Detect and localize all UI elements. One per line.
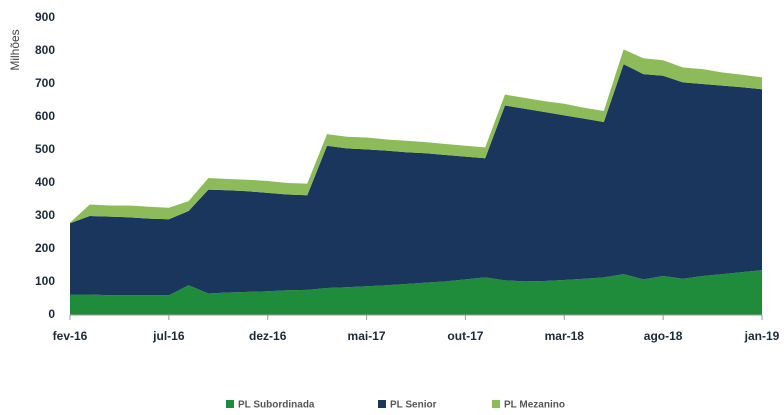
x-tick-label: mai-17 <box>348 329 386 343</box>
y-tick-label: 800 <box>35 43 55 57</box>
y-tick-label: 100 <box>35 274 55 288</box>
y-tick-label: 400 <box>35 175 55 189</box>
area <box>70 270 762 315</box>
area <box>70 64 762 296</box>
y-tick-label: 600 <box>35 109 55 123</box>
x-tick-label: jul-16 <box>152 329 185 343</box>
y-tick-label: 200 <box>35 241 55 255</box>
legend-label: PL Subordinada <box>238 400 315 410</box>
x-tick-label: jan-19 <box>744 329 780 343</box>
legend-swatch <box>492 400 500 408</box>
y-tick-label: 700 <box>35 76 55 90</box>
x-tick-label: dez-16 <box>249 329 287 343</box>
legend-swatch <box>226 400 234 408</box>
y-tick-label: 0 <box>48 307 55 321</box>
y-tick-label: 500 <box>35 142 55 156</box>
legend-swatch <box>378 400 386 408</box>
x-tick-label: fev-16 <box>53 329 88 343</box>
x-tick-label: out-17 <box>447 329 483 343</box>
legend-label: PL Senior <box>390 400 437 410</box>
legend-label: PL Mezanino <box>504 400 565 410</box>
y-tick-label: 300 <box>35 208 55 222</box>
y-tick-label: 900 <box>35 10 55 24</box>
x-tick-label: ago-18 <box>644 329 683 343</box>
area <box>70 49 762 224</box>
y-axis-label: Milhões <box>8 29 22 70</box>
x-tick-label: mar-18 <box>545 329 585 343</box>
